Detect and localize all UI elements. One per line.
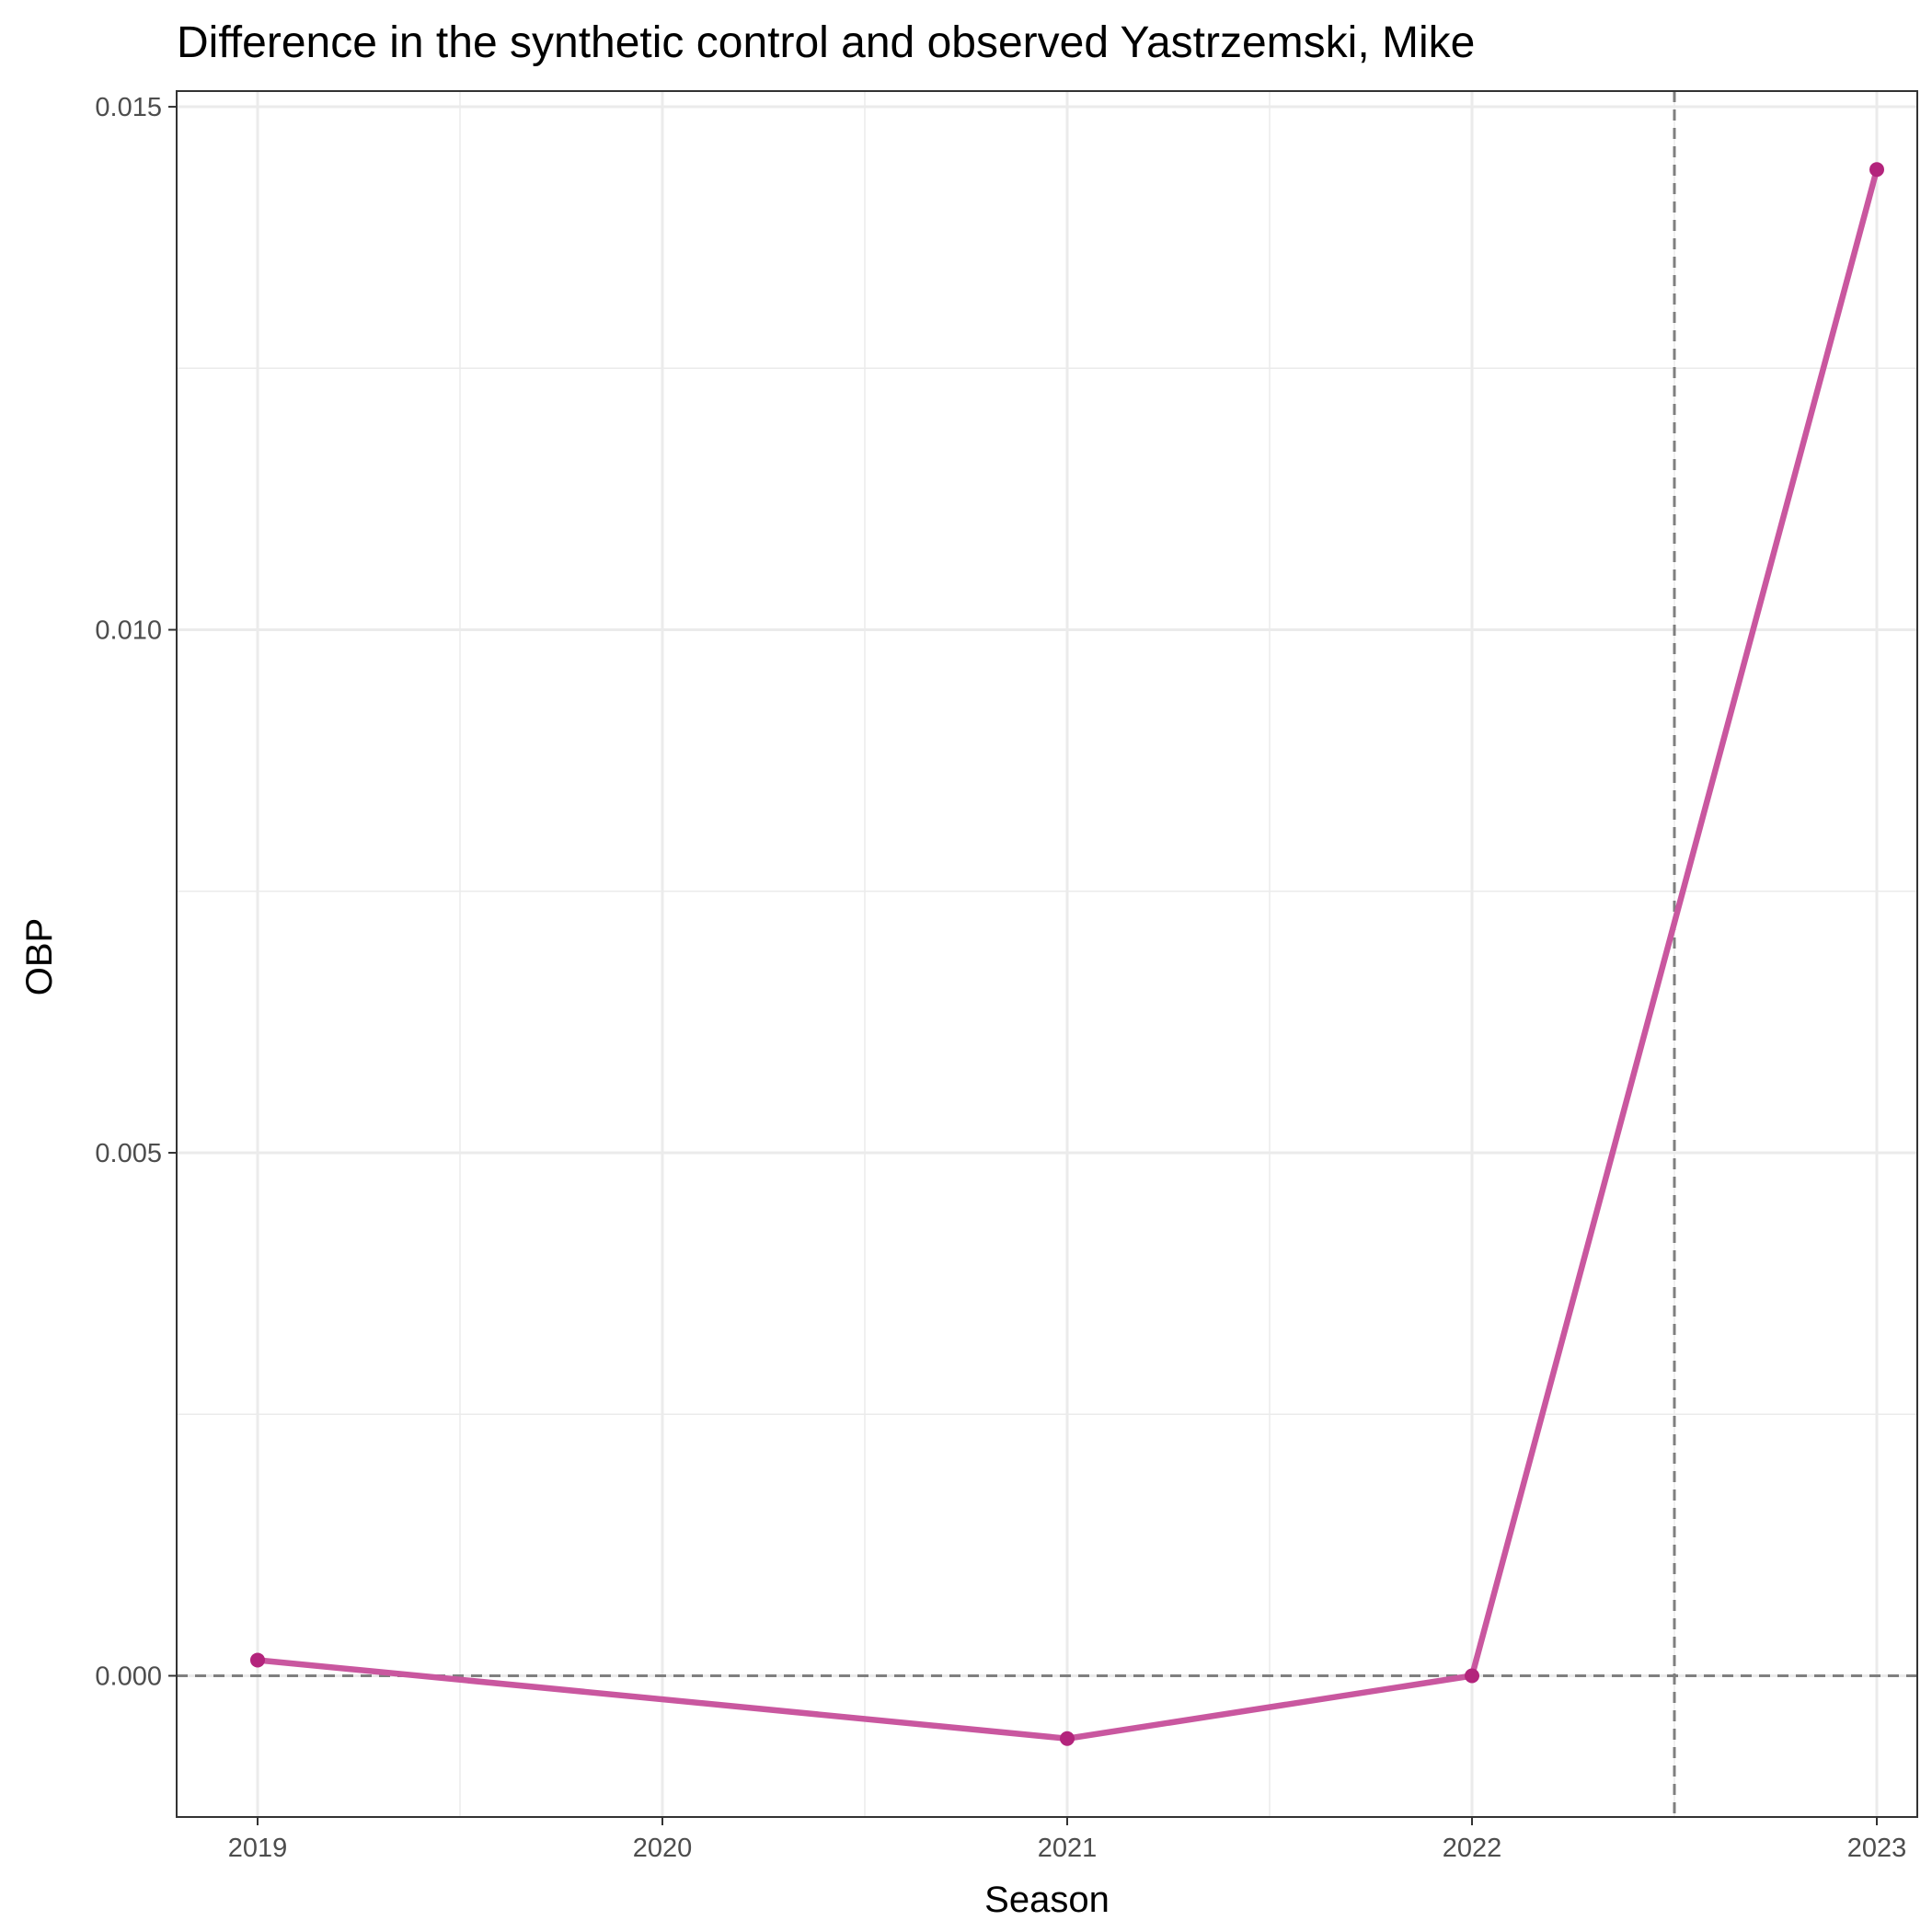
grid-lines (177, 91, 1917, 1817)
y-axis: 0.000 0.005 0.010 0.015 (95, 93, 177, 1692)
y-tick-label: 0.005 (95, 1139, 162, 1168)
x-tick-label: 2019 (228, 1834, 288, 1863)
x-tick-label: 2020 (633, 1834, 693, 1863)
x-axis: 2019 2020 2021 2022 2023 (228, 1817, 1907, 1863)
panel-border (176, 90, 1918, 1818)
x-tick-label: 2021 (1038, 1834, 1098, 1863)
y-tick-label: 0.015 (95, 93, 162, 122)
data-point (1060, 1731, 1075, 1746)
chart-title: Difference in the synthetic control and … (177, 18, 1475, 67)
y-axis-title: OBP (19, 918, 60, 995)
reference-lines (177, 91, 1917, 1817)
data-series (250, 162, 1884, 1746)
series-line (254, 167, 1880, 1742)
y-tick-label: 0.010 (95, 616, 162, 646)
data-point (1465, 1668, 1479, 1684)
x-tick-label: 2023 (1847, 1834, 1907, 1863)
x-axis-title: Season (984, 1880, 1110, 1920)
x-tick-label: 2022 (1443, 1834, 1502, 1863)
data-point (1869, 162, 1884, 178)
y-tick-label: 0.000 (95, 1662, 162, 1692)
data-point (250, 1652, 265, 1668)
